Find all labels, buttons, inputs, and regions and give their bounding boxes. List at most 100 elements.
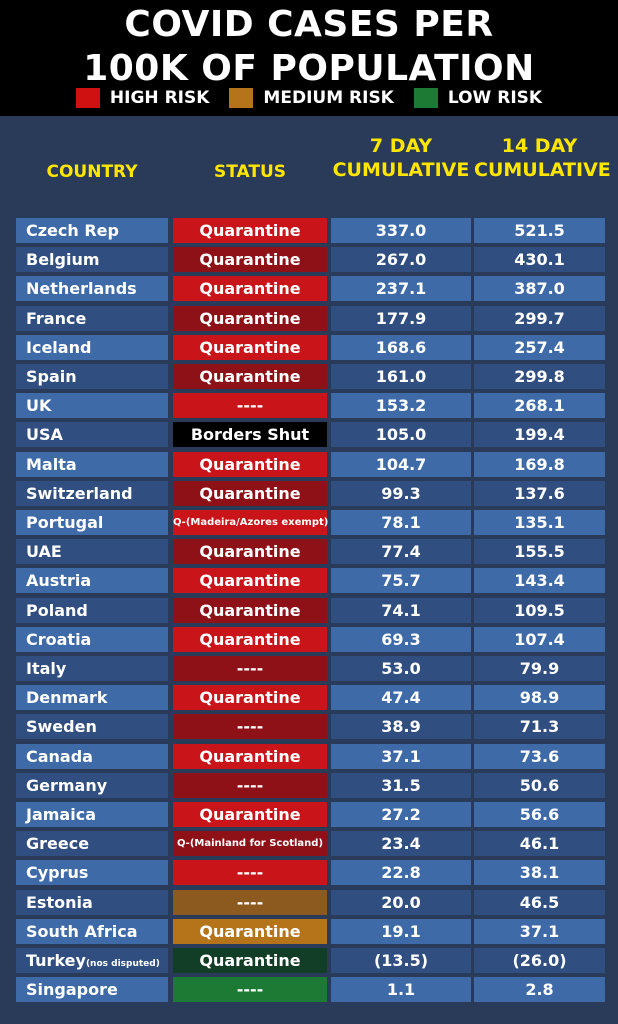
country-cell: Turkey(nos disputed): [16, 948, 168, 973]
table-row: South Africa Quarantine 19.1 37.1: [16, 918, 605, 946]
seven-day-value: 161.0: [331, 364, 471, 389]
fourteen-day-value: 155.5: [474, 539, 605, 565]
table-row: Malta Quarantine 104.7 169.8: [16, 451, 605, 479]
country-name: Croatia: [26, 629, 92, 649]
table-row: Spain Quarantine 161.0 299.8: [16, 364, 605, 391]
country-cell: UAE: [16, 539, 168, 565]
country-cell: Germany: [16, 772, 168, 798]
header-status: STATUS: [213, 162, 286, 182]
header-country: COUNTRY: [46, 162, 138, 182]
country-name: Sweden: [26, 717, 97, 737]
country-name: South Africa: [26, 921, 138, 941]
status-cell: Quarantine: [173, 451, 327, 477]
fourteen-day-value: 46.1: [474, 831, 605, 857]
status-cell: Quarantine: [173, 276, 327, 302]
legend-swatch: [229, 88, 254, 108]
country-cell: Portugal: [16, 510, 168, 535]
seven-day-value: 38.9: [331, 714, 471, 740]
seven-day-value: 23.4: [331, 831, 471, 857]
status-cell: Quarantine: [173, 480, 327, 506]
status-cell: Quarantine: [173, 802, 327, 827]
fourteen-day-value: 107.4: [474, 626, 605, 652]
fourteen-day-value: 46.5: [474, 889, 605, 915]
legend-label: LOW RISK: [447, 88, 543, 108]
table-row: Jamaica Quarantine 27.2 56.6: [16, 802, 605, 829]
table-row: Czech Rep Quarantine 337.0 521.5: [16, 218, 605, 245]
table-row: UK ---- 153.2 268.1: [16, 393, 605, 420]
fourteen-day-value: 137.6: [474, 480, 605, 506]
fourteen-day-value: 521.5: [474, 218, 605, 243]
status-cell: Quarantine: [173, 743, 327, 769]
seven-day-value: 168.6: [331, 334, 471, 360]
fourteen-day-value: 268.1: [474, 393, 605, 419]
fourteen-day-value: 50.6: [474, 772, 605, 798]
fourteen-day-value: 37.1: [474, 918, 605, 944]
table-row: Switzerland Quarantine 99.3 137.6: [16, 480, 605, 508]
header-7day-line2: CUMULATIVE: [332, 159, 470, 181]
fourteen-day-value: 299.7: [474, 305, 605, 331]
legend-label: HIGH RISK: [109, 88, 210, 108]
table-row: Italy ---- 53.0 79.9: [16, 656, 605, 683]
legend-swatch: [413, 88, 438, 108]
country-name: Greece: [26, 834, 90, 854]
seven-day-value: 177.9: [331, 305, 471, 331]
fourteen-day-value: 98.9: [474, 685, 605, 711]
table-row: Canada Quarantine 37.1 73.6: [16, 743, 605, 771]
status-cell: ----: [173, 393, 327, 419]
seven-day-value: 105.0: [331, 422, 471, 448]
country-name: Belgium: [26, 250, 100, 270]
country-cell: Sweden: [16, 714, 168, 740]
table-row: Portugal Q-(Madeira/Azores exempt) 78.1 135…: [16, 510, 605, 537]
table-row: Iceland Quarantine 168.6 257.4: [16, 334, 605, 362]
fourteen-day-value: 109.5: [474, 597, 605, 623]
table-row: UAE Quarantine 77.4 155.5: [16, 539, 605, 566]
fourteen-day-value: 73.6: [474, 743, 605, 769]
header-14day-line2: CUMULATIVE: [474, 159, 611, 181]
country-cell: Netherlands: [16, 276, 168, 302]
header-7day-line1: 7 DAY: [369, 135, 433, 157]
country-cell: Jamaica: [16, 802, 168, 827]
legend-item: MEDIUM RISK: [229, 88, 394, 108]
table-row: Estonia ---- 20.0 46.5: [16, 889, 605, 917]
country-name: Italy: [26, 659, 67, 678]
table-row: Poland Quarantine 74.1 109.5: [16, 597, 605, 625]
seven-day-value: (13.5): [331, 948, 471, 973]
status-cell: Quarantine: [173, 918, 327, 944]
country-name: UK: [26, 396, 52, 416]
country-note: (nos disputed): [85, 959, 160, 969]
country-cell: Malta: [16, 451, 168, 477]
seven-day-value: 37.1: [331, 743, 471, 769]
seven-day-value: 99.3: [331, 480, 471, 506]
status-cell: Quarantine: [173, 305, 327, 331]
country-cell: South Africa: [16, 918, 168, 944]
seven-day-value: 267.0: [331, 247, 471, 273]
country-name: Austria: [26, 571, 92, 591]
country-name: Iceland: [26, 337, 92, 357]
seven-day-value: 31.5: [331, 772, 471, 798]
status-cell: ----: [173, 656, 327, 681]
country-cell: France: [16, 305, 168, 331]
table-row: Turkey(nos disputed) Quarantine (13.5) (26.…: [16, 948, 605, 975]
status-cell: Quarantine: [173, 597, 327, 623]
table-row: Denmark Quarantine 47.4 98.9: [16, 685, 605, 712]
country-name: Poland: [26, 600, 88, 620]
table-row: Cyprus ---- 22.8 38.1: [16, 860, 605, 887]
country-name: Czech Rep: [26, 221, 119, 240]
status-cell: Quarantine: [173, 539, 327, 565]
seven-day-value: 20.0: [331, 889, 471, 915]
legend-swatch: [75, 88, 100, 108]
table-row: Belgium Quarantine 267.0 430.1: [16, 247, 605, 274]
seven-day-value: 19.1: [331, 918, 471, 944]
seven-day-value: 75.7: [331, 568, 471, 594]
country-name: Spain: [26, 367, 77, 386]
seven-day-value: 153.2: [331, 393, 471, 419]
table-row: USA Borders Shut 105.0 199.4: [16, 422, 605, 449]
status-cell: ----: [173, 977, 327, 1003]
fourteen-day-value: 38.1: [474, 860, 605, 886]
country-cell: Cyprus: [16, 860, 168, 886]
seven-day-value: 69.3: [331, 626, 471, 652]
fourteen-day-value: 71.3: [474, 714, 605, 740]
status-cell: ----: [173, 889, 327, 915]
status-cell: Q-(Mainland for Scotland): [173, 831, 327, 857]
fourteen-day-value: 56.6: [474, 802, 605, 827]
